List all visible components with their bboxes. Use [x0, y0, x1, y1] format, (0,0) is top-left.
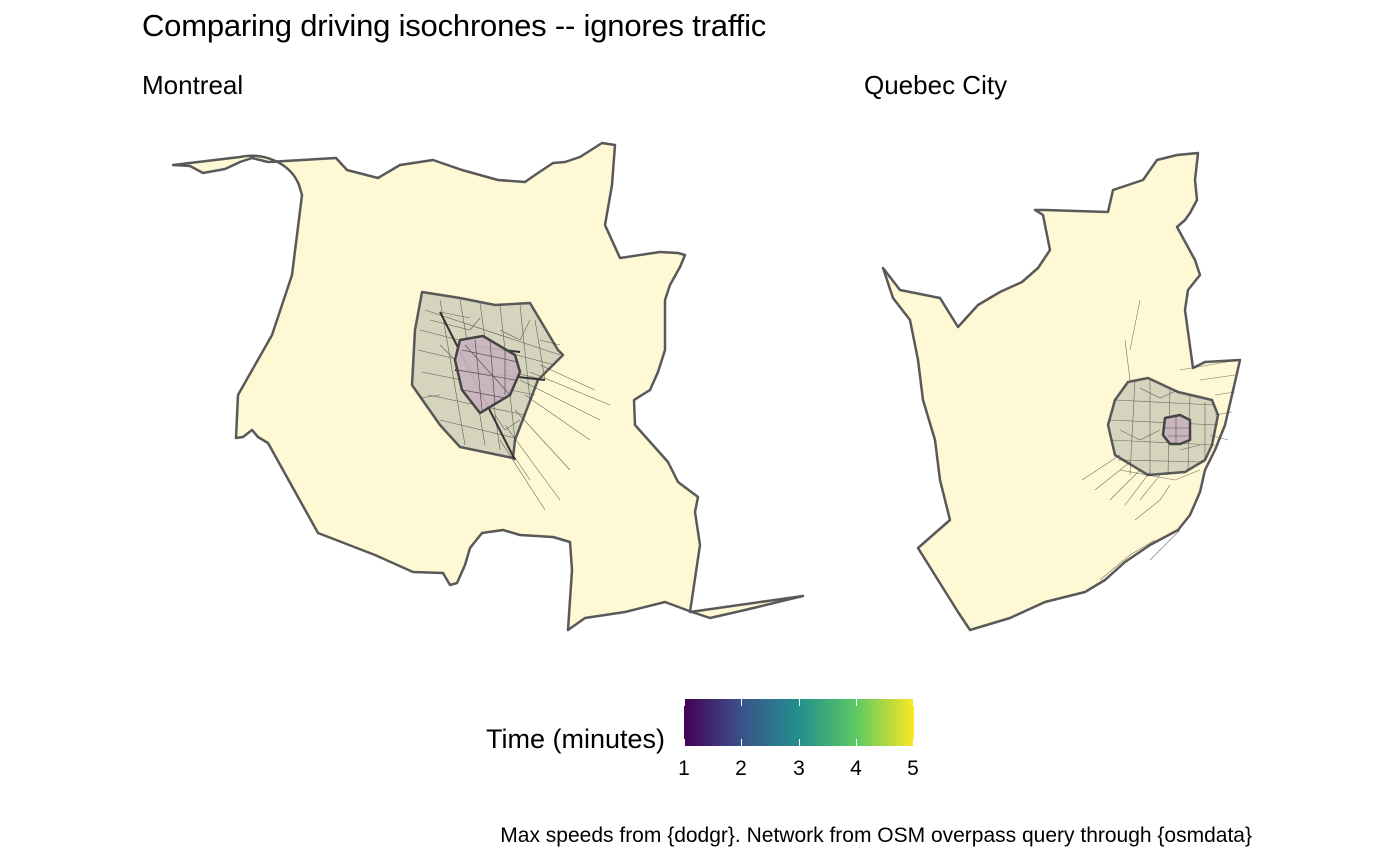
colorbar-tick-mark: [913, 699, 914, 746]
colorbar-tick-mark: [799, 699, 800, 746]
colorbar-tick-mark: [856, 699, 857, 746]
quebec-isochrone-inner: [1161, 413, 1192, 446]
legend-title: Time (minutes): [486, 724, 666, 754]
legend-tick-label: 1: [678, 757, 690, 780]
colorbar-tick-mark: [741, 699, 742, 746]
montreal-map: [171, 141, 805, 632]
legend-tick-label: 2: [735, 757, 747, 780]
legend-tick-label: 5: [907, 757, 919, 780]
panel-title-montreal: Montreal: [142, 70, 244, 100]
quebec-boundary: [881, 151, 1242, 632]
plot-caption: Max speeds from {dodgr}. Network from OS…: [500, 824, 1252, 847]
panel-title-quebec: Quebec City: [864, 70, 1008, 100]
legend-tick-label: 4: [850, 757, 862, 780]
plot-title: Comparing driving isochrones -- ignores …: [142, 8, 767, 43]
legend-colorbar: [684, 699, 914, 746]
quebec-inner-roads: [1165, 416, 1190, 444]
legend-tick-label: 3: [793, 757, 805, 780]
quebec-map: [881, 151, 1242, 632]
colorbar-tick-mark: [684, 699, 685, 746]
montreal-inner-roads: [457, 339, 519, 411]
